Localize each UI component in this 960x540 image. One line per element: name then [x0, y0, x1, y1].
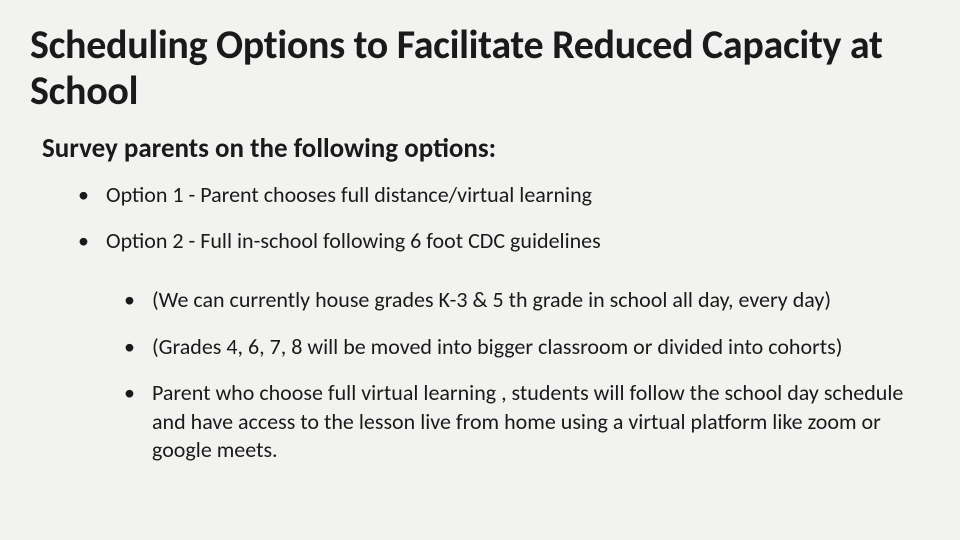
- secondary-bullet-list: (We can currently house grades K-3 & 5 t…: [124, 286, 930, 465]
- list-item: Parent who choose full virtual learning …: [124, 379, 924, 465]
- list-item: Option 2 - Full in-school following 6 fo…: [78, 227, 930, 255]
- slide-subtitle: Survey parents on the following options:: [42, 132, 930, 165]
- list-item: (Grades 4, 6, 7, 8 will be moved into bi…: [124, 333, 924, 362]
- list-item: (We can currently house grades K-3 & 5 t…: [124, 286, 924, 315]
- slide-title: Scheduling Options to Facilitate Reduced…: [30, 22, 930, 114]
- primary-bullet-list: Option 1 - Parent chooses full distance/…: [78, 181, 930, 254]
- list-item: Option 1 - Parent chooses full distance/…: [78, 181, 930, 209]
